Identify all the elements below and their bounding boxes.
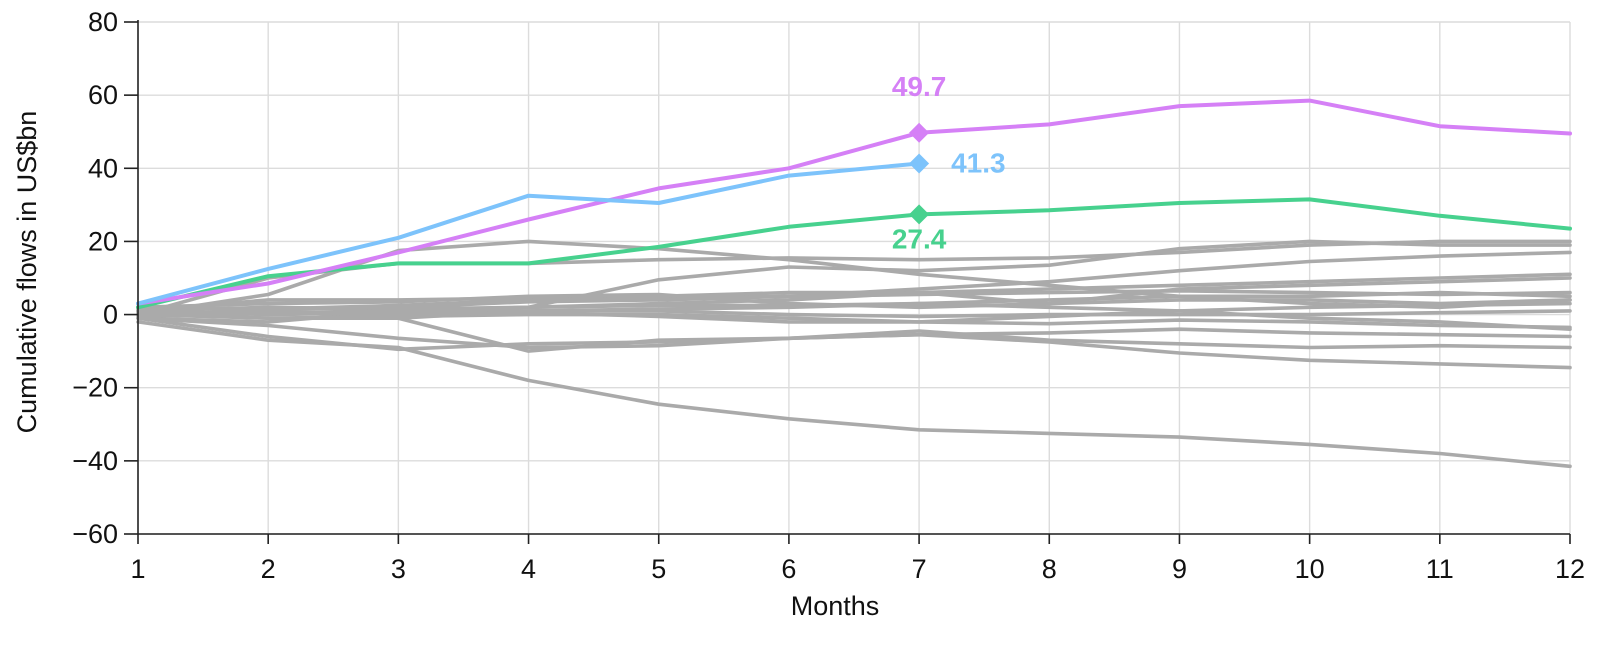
background-series-line: [136, 250, 1572, 311]
y-tick-label: 80: [88, 7, 118, 37]
x-tick-label: 7: [912, 554, 927, 584]
background-series-line: [136, 316, 1572, 350]
data-label: 41.3: [951, 148, 1006, 179]
x-tick-label: 1: [130, 554, 145, 584]
background-series-line: [136, 309, 1572, 320]
background-series: [136, 239, 1572, 469]
x-tick-label: 4: [521, 554, 536, 584]
series-marker: [909, 204, 930, 225]
y-axis-title: Cumulative flows in US$bn: [12, 111, 42, 434]
background-series-line: [136, 316, 1572, 370]
x-tick-label: 6: [781, 554, 796, 584]
data-label: 49.7: [892, 71, 947, 102]
y-tick-label: 0: [103, 300, 118, 330]
x-tick-label: 11: [1426, 554, 1454, 584]
highlighted-series: [136, 98, 1572, 310]
data-labels: 49.7 41.3 27.4: [892, 71, 1006, 255]
x-tick-label: 9: [1172, 554, 1187, 584]
x-tick-label: 2: [261, 554, 276, 584]
y-tick-label: 20: [88, 226, 118, 256]
grid: [138, 21, 1571, 535]
highlighted-series-line: [136, 161, 922, 306]
y-tick-label: 60: [88, 80, 118, 110]
y-tick-label: −20: [72, 373, 118, 403]
highlighted-series-line: [136, 98, 1572, 306]
x-tick-label: 3: [391, 554, 406, 584]
x-tick-label: 8: [1042, 554, 1057, 584]
y-tick-label: −40: [72, 446, 118, 476]
x-tick-label: 5: [651, 554, 666, 584]
background-series-line: [136, 301, 1572, 324]
background-series-line: [136, 301, 1572, 331]
highlighted-series-line: [136, 197, 1572, 310]
series-marker: [909, 153, 930, 174]
x-axis-title: Months: [791, 591, 880, 621]
data-label: 27.4: [892, 223, 947, 254]
x-tick-label: 12: [1555, 554, 1585, 584]
series-marker: [909, 122, 930, 143]
y-tick-label: −60: [72, 519, 118, 549]
x-tick-label: 10: [1295, 554, 1325, 584]
y-tick-label: 40: [88, 153, 118, 183]
